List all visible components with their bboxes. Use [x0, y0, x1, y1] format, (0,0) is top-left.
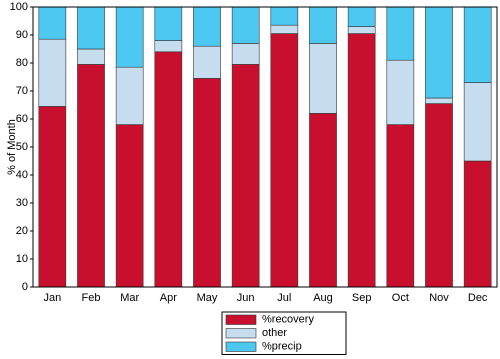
legend-label: %recovery [262, 314, 314, 326]
bar-segment [347, 26, 376, 34]
x-tick-label: Sep [352, 292, 372, 304]
bar-segment [425, 6, 453, 99]
x-tick-label: Jun [237, 292, 255, 304]
y-tick-label: 100 [10, 1, 28, 13]
bar-segment [309, 43, 337, 114]
bar-segment [270, 24, 299, 34]
bar-segment [231, 64, 260, 288]
y-tick-label: 70 [16, 85, 28, 97]
bar-segment [115, 66, 144, 125]
bar-segment [154, 51, 183, 288]
bar-segment [38, 106, 67, 288]
bar-segment [77, 48, 105, 65]
bar-segment [77, 6, 105, 50]
bar-segment [38, 38, 67, 107]
bar-segment [115, 124, 144, 288]
bar-segment [425, 103, 453, 288]
bar-segment [193, 6, 221, 47]
bar-segment [115, 6, 144, 68]
y-tick-label: 10 [16, 253, 28, 265]
bar-segment [309, 6, 337, 44]
bar-segment [309, 113, 337, 288]
y-tick-label: 40 [16, 169, 28, 181]
x-tick-label: Aug [313, 292, 333, 304]
bar-segment [386, 6, 415, 61]
bar-segment [347, 33, 376, 288]
x-tick-label: Nov [429, 292, 449, 304]
x-tick-label: Mar [120, 292, 139, 304]
x-tick-label: May [197, 292, 218, 304]
y-tick-label: 0 [22, 281, 28, 293]
bar-segment [425, 97, 453, 104]
x-tick-label: Jan [43, 292, 61, 304]
y-tick-label: 60 [16, 113, 28, 125]
x-tick-label: Dec [468, 292, 488, 304]
bar-segment [386, 59, 415, 125]
legend-swatch [225, 341, 257, 352]
legend-swatch [225, 328, 257, 339]
bar-segment [463, 82, 492, 162]
x-tick-label: Apr [160, 292, 177, 304]
y-tick-label: 80 [16, 57, 28, 69]
bar-segment [154, 6, 183, 41]
x-tick-label: Jul [277, 292, 291, 304]
y-tick-label: 90 [16, 29, 28, 41]
bar-segment [38, 6, 67, 40]
x-tick-label: Feb [82, 292, 101, 304]
bar-segment [463, 160, 492, 288]
y-tick-label: 20 [16, 225, 28, 237]
plot-frame [32, 6, 498, 288]
bar-segment [270, 6, 299, 26]
bar-segment [77, 64, 105, 288]
bar-segment [270, 33, 299, 288]
bar-segment [347, 6, 376, 27]
legend-label: %precip [262, 341, 302, 353]
bar-segment [386, 124, 415, 288]
bar-segment [231, 6, 260, 44]
bar-segment [193, 78, 221, 288]
bar-segment [231, 43, 260, 65]
y-axis-label: % of Month [6, 119, 18, 175]
x-tick-label: Oct [392, 292, 409, 304]
bar-segment [154, 40, 183, 53]
legend-label: other [262, 327, 287, 339]
bar-segment [193, 45, 221, 79]
legend-swatch [225, 314, 257, 325]
y-tick-label: 50 [16, 141, 28, 153]
bar-segment [463, 6, 492, 83]
y-tick-label: 30 [16, 197, 28, 209]
